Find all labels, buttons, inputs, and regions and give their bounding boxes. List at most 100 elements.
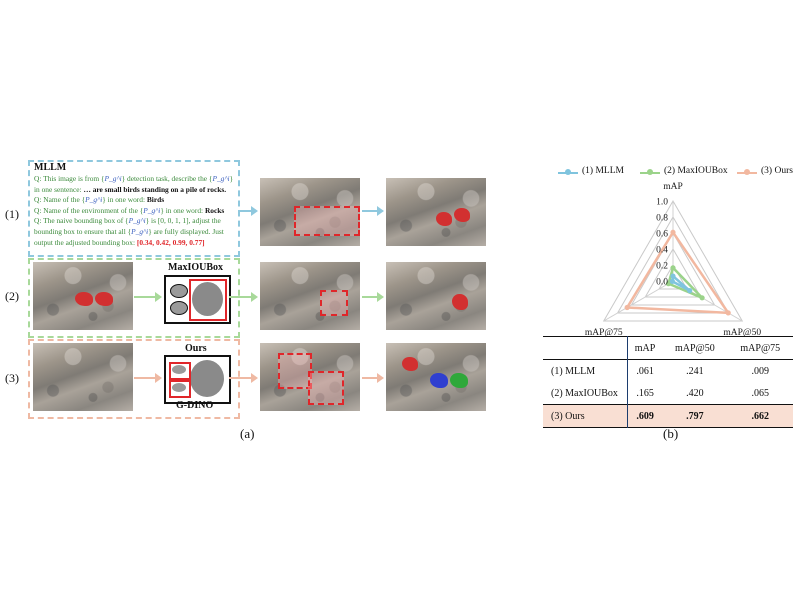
mllm-red-box — [294, 206, 360, 236]
table-cell: .420 — [686, 387, 704, 399]
legend-label-mllm: (1) MLLM — [582, 166, 624, 176]
table-cell: .662 — [751, 410, 770, 422]
radar-tick-label: 0.8 — [656, 214, 668, 224]
legend-label-maxiou: (2) MaxIOUBox — [664, 166, 728, 176]
row3-seg-photo — [386, 343, 486, 411]
table-cell: .241 — [686, 365, 704, 377]
q1-answer: … are small birds standing on a pile of … — [83, 184, 227, 194]
ours-row-box — [28, 339, 240, 419]
row2-input-photo — [33, 262, 133, 330]
table-row: (1) MLLM .061 .241 .009 — [543, 359, 793, 382]
maxiou-ellipse-big — [192, 282, 223, 316]
radar-grid — [616, 216, 730, 314]
chart-legend: (1) MLLM (2) MaxIOUBox (3) Ours — [550, 166, 800, 180]
arrow-row1-to-col2 — [238, 206, 258, 216]
q2-pre: Q: Name of the { — [34, 195, 86, 205]
row3-input-photo — [33, 343, 133, 411]
radar-point — [670, 229, 676, 235]
bird-red-1 — [75, 292, 93, 306]
row1-box-photo — [260, 178, 360, 246]
q3-pre: Q: Name of the environment of the { — [34, 205, 144, 215]
q4-sym-2: P_g^i — [131, 226, 149, 236]
maxioubox-icon — [164, 275, 231, 324]
ours-red-frame-1 — [169, 362, 191, 380]
table-cell: .609 — [636, 410, 654, 422]
radar-grid — [644, 248, 702, 298]
arrow-row2-to-col3 — [362, 292, 384, 302]
maxiou-ellipse-small-1 — [170, 284, 188, 298]
table-cell: (2) MaxIOUBox — [543, 382, 628, 405]
table-header-row: mAP mAP@50 mAP@75 — [543, 336, 793, 360]
table-cell: .065 — [751, 387, 770, 399]
radar-axis-label: mAP — [663, 182, 683, 192]
table-cell: .797 — [686, 410, 704, 422]
q1-post: } in one sentence: — [34, 174, 234, 194]
bird-red-2 — [95, 292, 113, 306]
q1-sym-2: P_g^i — [212, 174, 230, 183]
radar-point — [670, 273, 676, 279]
radar-tick-label: 0.6 — [656, 230, 668, 240]
ours-red-box-2 — [308, 371, 344, 405]
seg-bird-red-1 — [436, 212, 452, 226]
table-row: (2) MaxIOUBox .165 .420 .065 — [543, 382, 793, 405]
q2-answer: Birds — [146, 195, 165, 205]
radar-grid — [630, 231, 716, 306]
table-header-cell: mAP@75 — [740, 342, 781, 354]
radar-point — [687, 288, 693, 294]
radar-point — [725, 310, 731, 316]
table-header-cell: mAP — [634, 342, 656, 354]
radar-series-line — [625, 231, 730, 315]
radar-tick-label: 0.2 — [656, 262, 668, 272]
radar-grid — [602, 199, 744, 322]
seg-bird-green — [450, 373, 468, 388]
table-header-cell: mAP@50 — [674, 342, 715, 354]
arrow-row2-to-col2 — [229, 292, 258, 302]
q3-answer: Rocks — [204, 205, 225, 215]
radar-point — [669, 278, 675, 284]
row-label-1: (1) — [5, 207, 19, 221]
legend-dot-maxiou — [647, 169, 653, 175]
ours-ellipse-big — [190, 360, 224, 397]
maxiou-red-box — [320, 290, 348, 316]
arrow-row3-to-col2 — [229, 373, 258, 383]
table-header-cell — [543, 336, 628, 360]
q2-sym: P_g^i — [85, 195, 103, 205]
results-table-wrap: mAP mAP@50 mAP@75 (1) MLLM .061 .241 .00… — [543, 336, 793, 428]
radar-spoke — [603, 280, 674, 322]
seg-bird-red-4 — [402, 357, 418, 371]
q4-post: } are fully displayed. Just output the a… — [34, 226, 224, 247]
seg-bird-red-3 — [452, 294, 468, 310]
maxioubox-row-box — [28, 258, 240, 338]
q3-sym: P_g^i — [143, 205, 161, 215]
arrow-row3-to-col3 — [362, 373, 384, 383]
maxiou-red-frame — [189, 279, 227, 321]
q4-answer: [0.34, 0.42, 0.99, 0.77] — [136, 237, 205, 247]
mllm-title: MLLM — [34, 162, 67, 173]
radar-point — [670, 265, 676, 271]
radar-series-line — [671, 274, 691, 292]
table-cell: .009 — [751, 365, 770, 377]
radar-tick-label: 0.4 — [656, 246, 668, 256]
seg-bird-red-2 — [454, 208, 470, 222]
radar-tick-label: 1.0 — [656, 198, 668, 208]
q4-mid: } is [0, 0, 1, 1], adjust the bounding b… — [34, 216, 221, 236]
seg-bird-blue — [430, 373, 448, 388]
q4-sym: P_g^i — [128, 216, 146, 226]
mllm-dialogue: Q: This image is from {P_g^i} detection … — [34, 174, 234, 248]
q1-pre: Q: This image is from { — [34, 174, 105, 183]
mllm-box — [28, 160, 240, 257]
ours-ellipse-small-1 — [172, 365, 186, 374]
maxiou-ellipse-small-2 — [170, 301, 188, 315]
row2-seg-photo — [386, 262, 486, 330]
table-cell: (1) MLLM — [543, 359, 628, 382]
ours-red-frame-2 — [169, 380, 191, 398]
row3-box-photo — [260, 343, 360, 411]
ours-ellipse-small-2 — [172, 383, 186, 392]
legend-dot-mllm — [565, 169, 571, 175]
results-table: mAP mAP@50 mAP@75 (1) MLLM .061 .241 .00… — [543, 336, 793, 428]
ours-red-box-1 — [278, 353, 312, 389]
gdino-label: G-DINO — [176, 400, 214, 411]
arrow-row1-to-col3 — [362, 206, 384, 216]
radar-axis-label: mAP@75 — [585, 328, 623, 338]
radar-chart: 0.0 0.2 0.4 0.6 0.8 1.0 mAP mAP@50 mAP@75 — [585, 182, 762, 338]
